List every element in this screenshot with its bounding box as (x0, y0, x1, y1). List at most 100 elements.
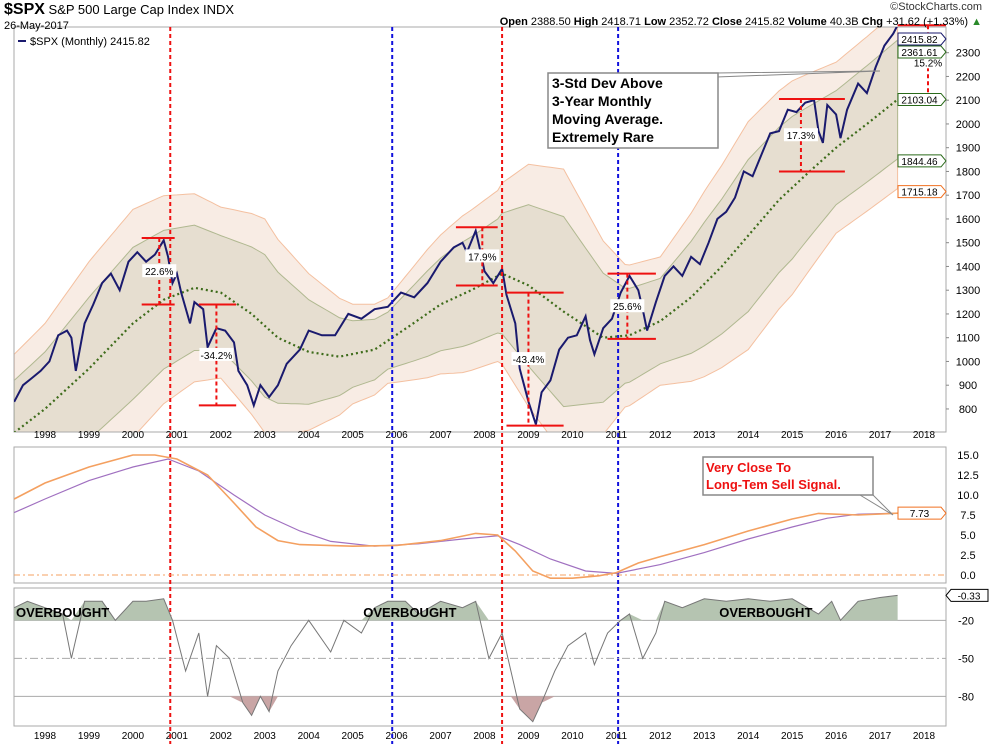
y-tick-label: -50 (958, 653, 974, 665)
y-tick-label: 1800 (956, 166, 980, 178)
x-tick-label: 2016 (825, 731, 848, 742)
y-tick-label: -20 (958, 615, 974, 627)
x-tick-label: 2012 (649, 430, 672, 441)
measure-percent-label: 15.2% (914, 58, 942, 69)
measure-label-bg (511, 352, 546, 366)
price-tag-label: 2361.61 (901, 48, 938, 59)
x-tick-label: 2016 (825, 430, 848, 441)
volume-label: Volume (787, 16, 827, 28)
williams-line (13, 594, 898, 723)
oversold-fill (14, 696, 898, 722)
price-tag-label: 7.73 (910, 509, 930, 520)
y-tick-label: 2000 (956, 119, 980, 131)
x-tick-label: 2006 (385, 430, 408, 441)
x-tick-label: 2005 (342, 731, 365, 742)
x-tick-label: 2002 (210, 430, 233, 441)
y-tick-label: 10.0 (957, 490, 978, 502)
measure-percent-label: 17.3% (787, 131, 815, 142)
callout-text: Very Close To (706, 460, 791, 475)
y-tick-label: 1000 (956, 356, 980, 368)
low-label: Low (644, 16, 667, 28)
x-tick-label: 1999 (78, 430, 101, 441)
y-tick-label: 15.0 (957, 450, 978, 462)
price-tag (897, 92, 947, 106)
x-tick-label: 2018 (913, 430, 936, 441)
overbought-label: OVERBOUGHT (719, 605, 812, 620)
y-tick-label: 12.5 (957, 470, 978, 482)
callout-box (702, 456, 874, 496)
main-panel-frame (13, 26, 947, 433)
chart-title: $SPX S&P 500 Large Cap Index INDX (4, 1, 234, 19)
measure-percent-label: 17.9% (468, 252, 496, 263)
x-tick-label: 2014 (737, 430, 760, 441)
y-tick-label: 1300 (956, 285, 980, 297)
x-tick-label: 2018 (913, 731, 936, 742)
y-tick-label: 1700 (956, 190, 980, 202)
x-tick-label: 2000 (122, 430, 145, 441)
y-tick-label: 5.0 (960, 530, 975, 542)
x-tick-label: 2005 (342, 430, 365, 441)
x-tick-label: 2009 (517, 731, 540, 742)
x-tick-label: 2002 (210, 731, 233, 742)
x-tick-label: 2009 (517, 430, 540, 441)
y-tick-label: 1600 (956, 214, 980, 226)
y-tick-label: 1900 (956, 143, 980, 155)
chg-label: Chg (861, 16, 884, 28)
index-name: S&P 500 Large Cap Index (48, 2, 200, 17)
y-tick-label: 0.0 (960, 570, 975, 582)
callout-box (547, 72, 719, 149)
price-tag (897, 45, 947, 59)
measure-label-bg (465, 249, 500, 263)
y-tick-label: 7.5 (960, 510, 975, 522)
x-tick-label: 2001 (166, 731, 189, 742)
callout-text: 3-Std Dev Above (552, 75, 663, 91)
overbought-label: OVERBOUGHT (16, 605, 109, 620)
x-tick-label: 2011 (606, 430, 628, 441)
x-tick-label: 2003 (254, 430, 277, 441)
y-tick-label: 2100 (956, 95, 980, 107)
measure-percent-label: -43.4% (513, 355, 545, 366)
x-tick-label: 2015 (781, 430, 804, 441)
price-tag-label: 1715.18 (901, 188, 938, 199)
x-tick-label: 2010 (561, 430, 584, 441)
price-tag-label: 2415.82 (901, 35, 938, 46)
x-tick-label: 1998 (34, 430, 57, 441)
y-tick-label: 1200 (956, 309, 980, 321)
measure-label-bg (142, 264, 177, 278)
x-tick-label: 2000 (122, 731, 145, 742)
measure-percent-label: 22.6% (145, 267, 173, 278)
close-value: 2415.82 (745, 16, 785, 28)
x-tick-label: 2013 (693, 430, 716, 441)
price-tag (897, 154, 947, 168)
chg-value: +31.62 (+1.33%) (886, 16, 969, 28)
ohlc-bar: Open 2388.50 High 2418.71 Low 2352.72 Cl… (500, 16, 982, 29)
overbought-label: OVERBOUGHT (363, 605, 456, 620)
legend-label: $SPX (Monthly) 2415.82 (30, 36, 150, 48)
x-tick-label: 2001 (166, 430, 189, 441)
measure-percent-label: 25.6% (613, 302, 641, 313)
x-tick-label: 2017 (869, 731, 892, 742)
x-tick-label: 2007 (429, 430, 452, 441)
open-label: Open (499, 16, 528, 28)
x-tick-label: 2012 (649, 731, 672, 742)
price-tag (897, 32, 947, 46)
x-tick-label: 2011 (606, 731, 628, 742)
high-value: 2418.71 (601, 16, 642, 28)
x-tick-label: 2006 (385, 731, 408, 742)
price-tag (897, 506, 947, 520)
x-tick-label: 2008 (473, 430, 496, 441)
measure-percent-label: -34.2% (201, 351, 233, 362)
price-line (14, 27, 898, 425)
y-tick-label: 2.5 (960, 550, 975, 562)
x-tick-label: 2010 (561, 731, 584, 742)
measure-label-bg (610, 299, 645, 313)
low-value: 2352.72 (669, 16, 709, 28)
y-tick-label: 1500 (956, 238, 980, 250)
overbought-fill (14, 595, 898, 621)
price-tag-label: -0.33 (958, 591, 981, 602)
measure-label-bg (199, 347, 234, 361)
price-tag-label: 2103.04 (901, 95, 938, 106)
measure-label-bg (783, 128, 818, 142)
